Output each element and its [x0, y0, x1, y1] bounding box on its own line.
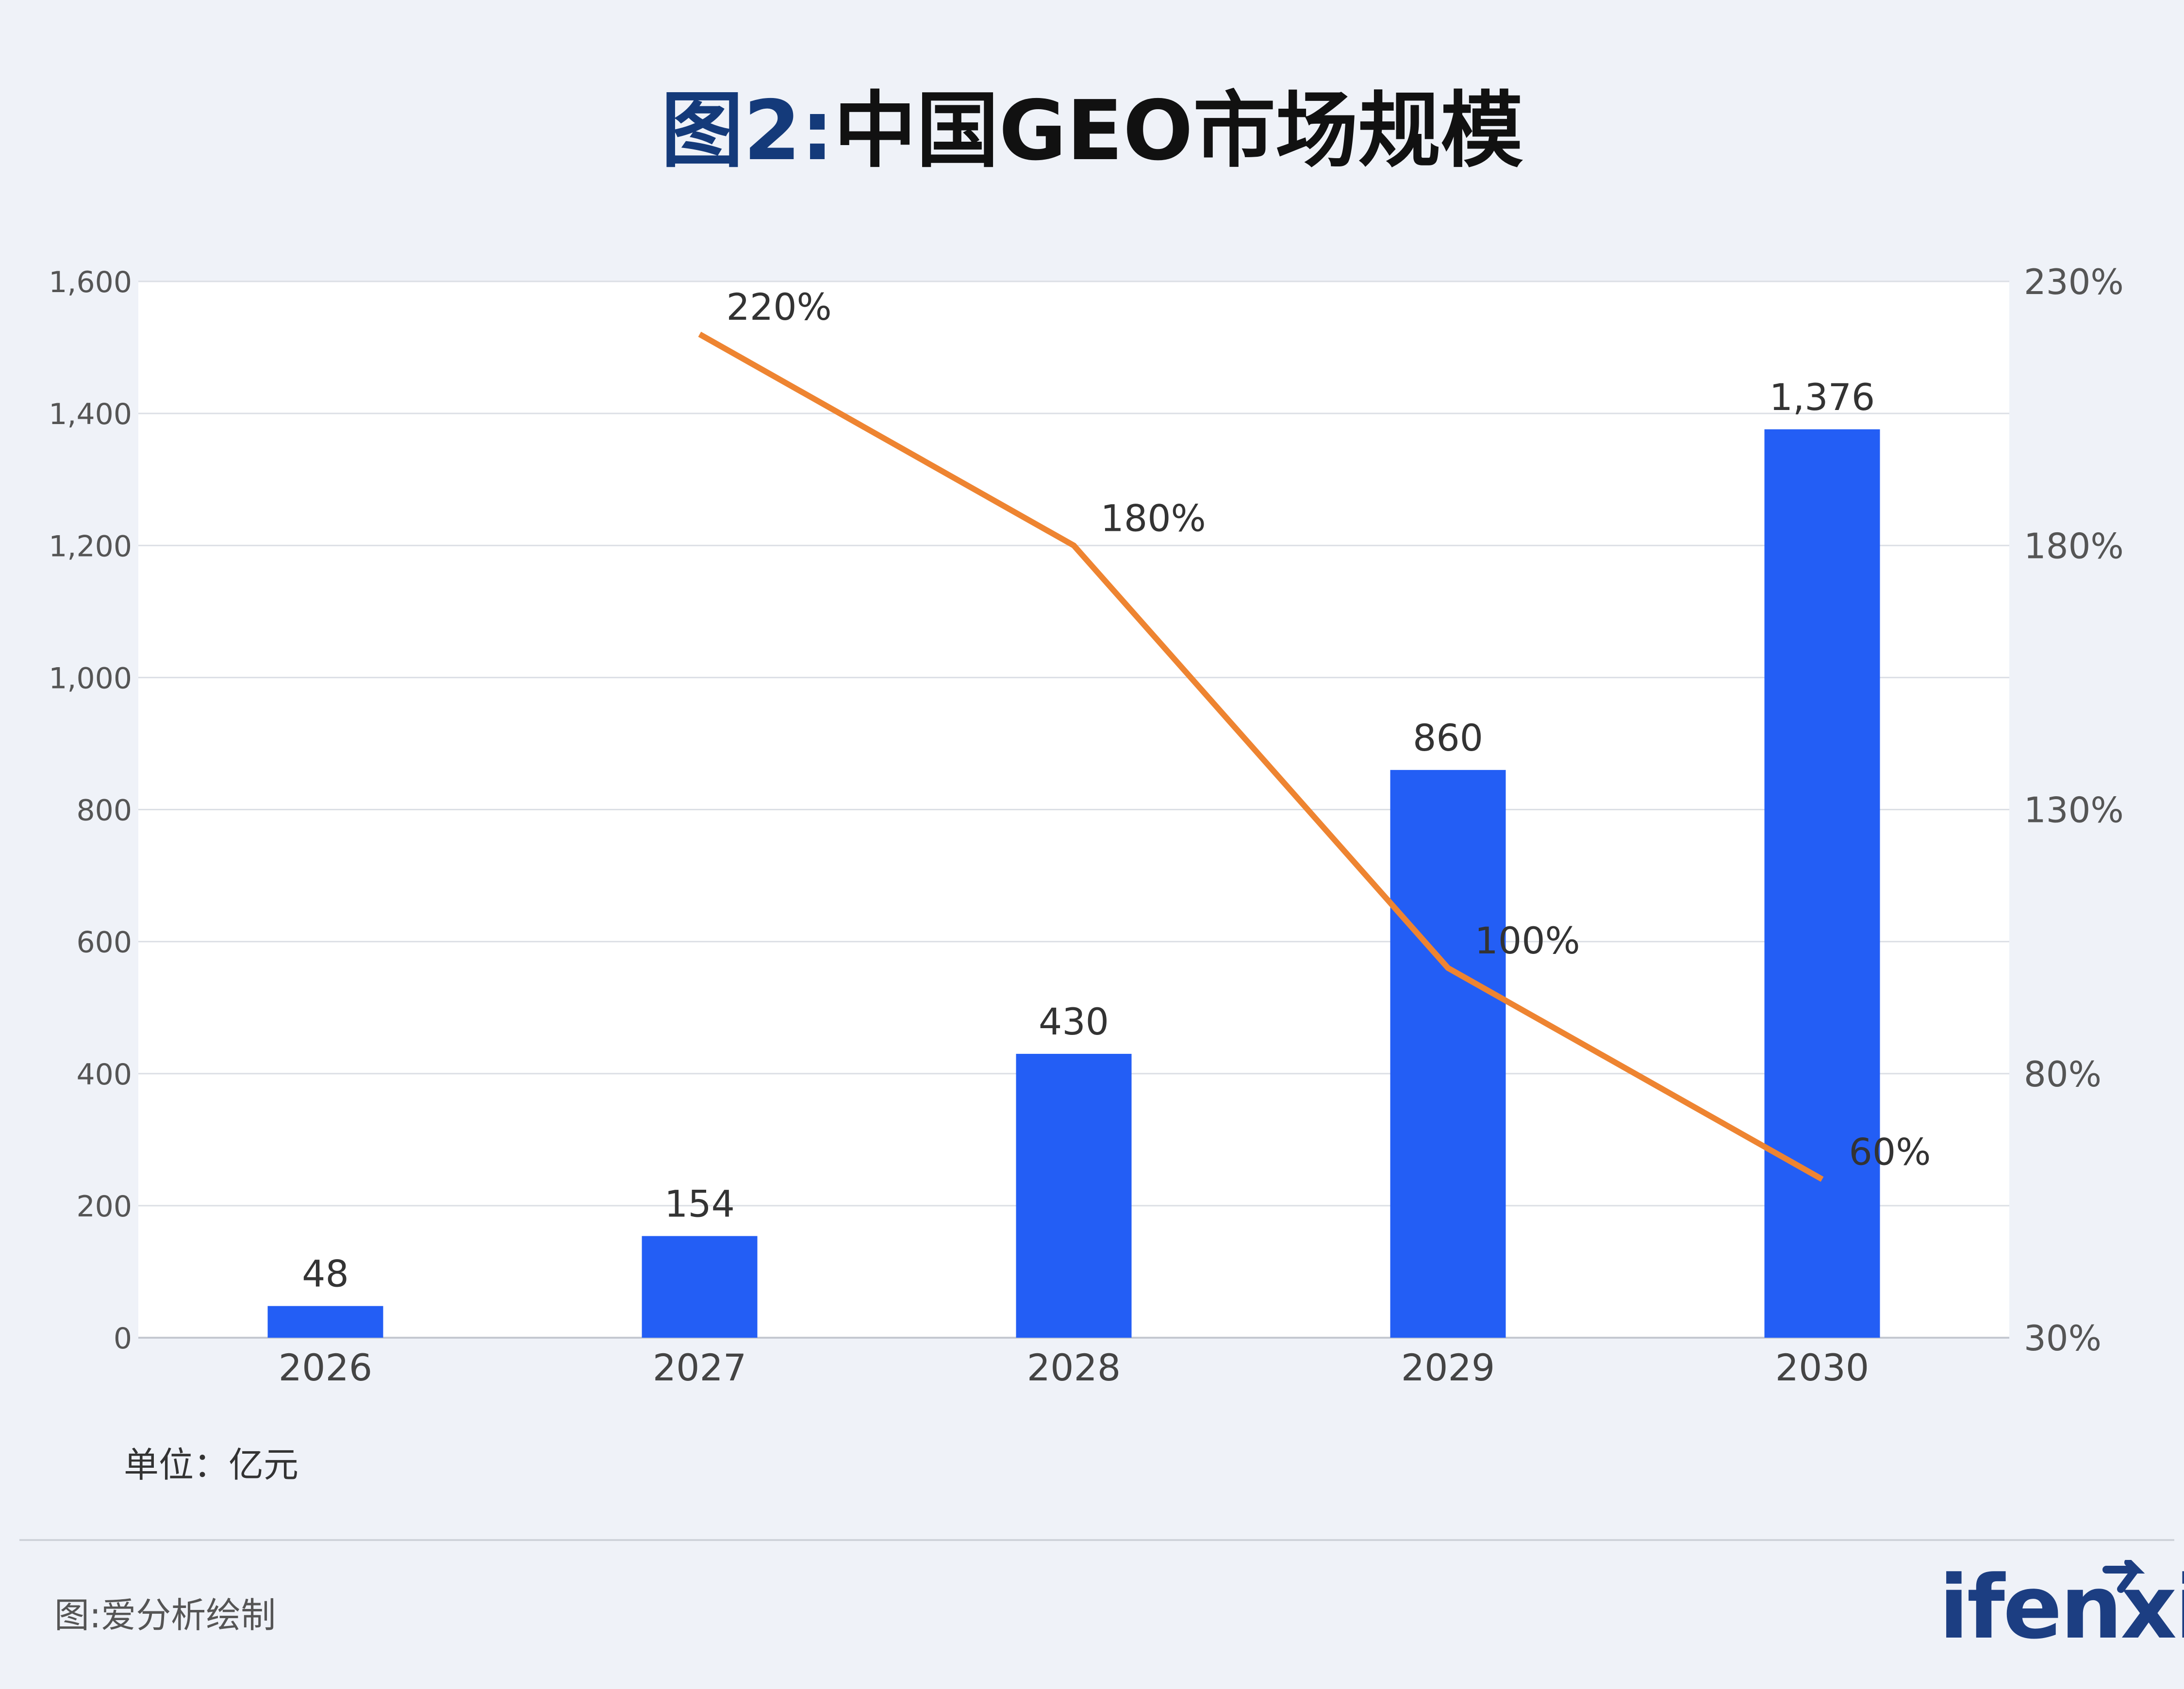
growth-value-label: 100% — [1475, 919, 1580, 962]
growth-labels: 220% 180% 100% 60% — [727, 285, 1931, 1174]
y-tick-label: 400 — [76, 1058, 132, 1092]
growth-line-path — [698, 331, 1824, 1182]
y2-tick-label: 230% — [2024, 262, 2124, 302]
left-axis: 0 200 400 600 800 1,000 1,200 1,400 1,600 — [49, 265, 132, 1356]
bar — [1390, 770, 1506, 1338]
bar-value-label: 48 — [302, 1252, 349, 1295]
chart-title-prefix: 图2: — [661, 83, 834, 179]
chart: 48 154 430 860 1,376 220% 180% 100% 60% 0 200 400… — [49, 262, 2124, 1389]
y2-tick-label: 180% — [2024, 525, 2124, 566]
source-label: 图:爱分析绘制 — [54, 1595, 276, 1636]
y2-tick-label: 30% — [2024, 1318, 2101, 1359]
bars — [267, 429, 1880, 1338]
bar — [1764, 429, 1880, 1338]
ifenxi-logo: ifenxi — [1939, 1557, 2184, 1658]
y-tick-label: 1,200 — [49, 529, 132, 563]
growth-value-label: 60% — [1849, 1130, 1931, 1173]
growth-value-label: 220% — [727, 285, 832, 328]
x-tick-label: 2027 — [653, 1346, 746, 1389]
y-tick-label: 800 — [76, 794, 132, 828]
y-tick-label: 200 — [76, 1190, 132, 1224]
y-tick-label: 1,600 — [49, 265, 132, 299]
y-tick-label: 0 — [114, 1322, 132, 1356]
growth-value-label: 180% — [1101, 496, 1206, 540]
right-axis: 30% 80% 130% 180% 230% — [2024, 262, 2124, 1359]
y-tick-label: 600 — [76, 926, 132, 960]
y2-tick-label: 80% — [2024, 1054, 2101, 1095]
x-tick-label: 2028 — [1027, 1346, 1121, 1389]
x-tick-label: 2026 — [279, 1346, 372, 1389]
bar-value-label: 860 — [1413, 716, 1483, 759]
bar — [642, 1236, 758, 1338]
bar-labels: 48 154 430 860 1,376 — [302, 376, 1875, 1295]
bar-value-label: 1,376 — [1770, 376, 1875, 419]
chart-title: 图2:中国GEO市场规模 — [0, 90, 2184, 172]
y-tick-label: 1,000 — [49, 661, 132, 695]
x-tick-label: 2030 — [1775, 1346, 1869, 1389]
logo-swoosh-icon — [2102, 1560, 2145, 1593]
bar — [267, 1306, 383, 1338]
growth-line — [698, 331, 1824, 1182]
y-tick-label: 1,400 — [49, 397, 132, 431]
footer-divider — [19, 1539, 2174, 1541]
bar — [1016, 1053, 1132, 1338]
x-axis: 2026 2027 2028 2029 2030 — [279, 1346, 1869, 1389]
bar-value-label: 154 — [664, 1182, 735, 1225]
x-tick-label: 2029 — [1401, 1346, 1495, 1389]
chart-title-main: 中国GEO市场规模 — [834, 83, 1523, 179]
bar-value-label: 430 — [1039, 1000, 1109, 1043]
unit-label: 单位：亿元 — [124, 1444, 299, 1485]
y2-tick-label: 130% — [2024, 790, 2124, 831]
